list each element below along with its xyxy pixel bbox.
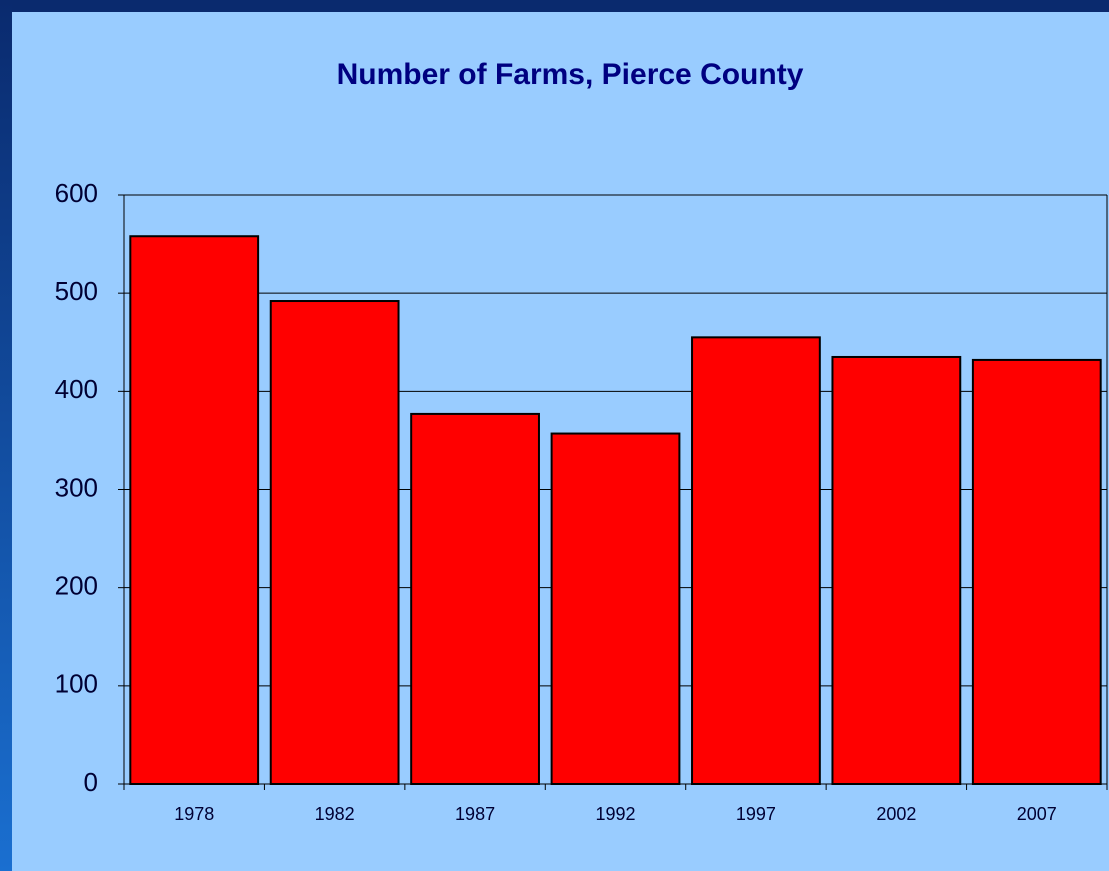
x-tick-label: 2002 (876, 804, 916, 824)
bar (831, 355, 962, 785)
x-tick-label: 2007 (1017, 804, 1057, 824)
x-tick-label: 1992 (595, 804, 635, 824)
y-tick-label: 300 (55, 472, 98, 502)
chart-title: Number of Farms, Pierce County (337, 58, 804, 91)
x-tick-label: 1978 (174, 804, 214, 824)
y-tick-label: 500 (55, 276, 98, 306)
bar (269, 300, 400, 785)
y-tick-label: 200 (55, 571, 98, 601)
y-tick-label: 600 (55, 178, 98, 208)
y-tick-label: 400 (55, 374, 98, 404)
bar (410, 412, 540, 785)
bar (971, 358, 1102, 785)
y-tick-label: 0 (84, 767, 98, 797)
bar (691, 336, 821, 785)
x-tick-label: 1987 (455, 804, 495, 824)
left-frame (0, 0, 12, 871)
top-frame (0, 0, 1109, 12)
bar (550, 432, 681, 785)
x-tick-label: 1997 (736, 804, 776, 824)
bar (129, 235, 260, 786)
x-tick-label: 1982 (315, 804, 355, 824)
y-tick-label: 100 (55, 669, 98, 699)
